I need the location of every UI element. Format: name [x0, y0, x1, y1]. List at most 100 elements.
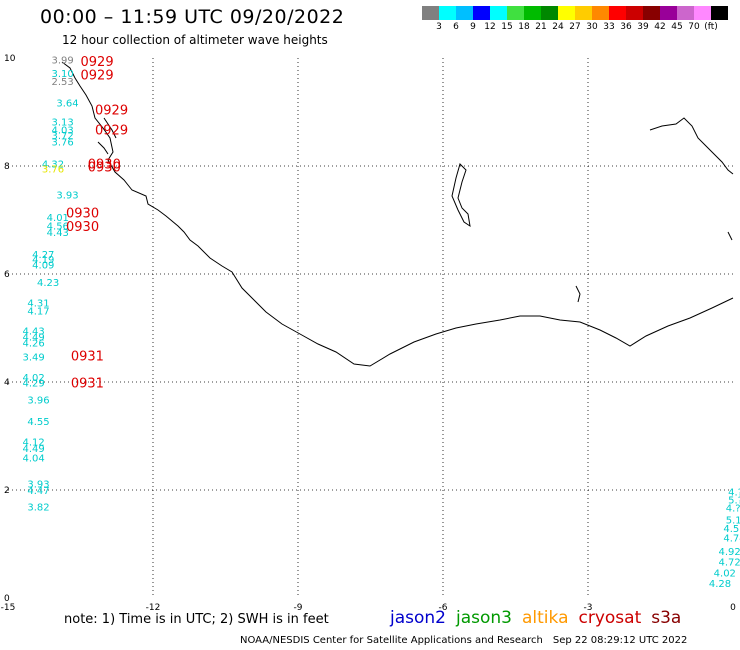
wave-height-label: 4.28 — [709, 579, 731, 590]
wave-height-label: 4.5 — [723, 524, 739, 535]
colorbar-swatch — [643, 6, 660, 20]
wave-height-label: 4.02 — [23, 373, 45, 384]
y-tick-label: 6 — [4, 270, 10, 280]
credit-org: NOAA/NESDIS Center for Satellite Applica… — [240, 635, 543, 646]
pass-time-label: 0931 — [71, 376, 104, 391]
note-text: note: 1) Time is in UTC; 2) SWH is in fe… — [64, 612, 329, 627]
colorbar-swatch — [507, 6, 524, 20]
wave-height-label: 3.99 — [52, 55, 74, 66]
colorbar-swatch — [456, 6, 473, 20]
satellite-legend-item: jason3 — [456, 608, 512, 628]
wave-height-label: 4.? — [726, 504, 740, 515]
colorbar-swatch — [626, 6, 643, 20]
colorbar-label: 30 — [586, 22, 598, 32]
wave-height-label: 3.93 — [27, 479, 49, 490]
x-tick-label: -9 — [294, 603, 303, 613]
colorbar-label: 70 — [688, 22, 700, 32]
wave-height-label: 4.12 — [23, 438, 45, 449]
pass-time-label: 0930 — [66, 220, 99, 235]
coastline — [61, 61, 734, 367]
pass-time-label: 0929 — [81, 69, 114, 84]
wave-height-label: 4.55 — [27, 417, 49, 428]
colorbar-label: 39 — [637, 22, 649, 32]
coastline-segment — [575, 285, 581, 303]
colorbar-label: 12 — [484, 22, 496, 32]
y-tick-label: 10 — [4, 54, 16, 64]
wave-height-label: 4.49 — [23, 444, 45, 455]
credit-timestamp: Sep 22 08:29:12 UTC 2022 — [552, 635, 688, 646]
page-subtitle: 12 hour collection of altimeter wave hei… — [62, 33, 328, 47]
colorbar-swatch — [677, 6, 694, 20]
satellite-legend-item: jason2 — [390, 608, 446, 628]
wave-height-label: 3.72 — [52, 131, 74, 142]
satellite-legend-item: cryosat — [578, 608, 642, 628]
x-tick-label: -12 — [146, 603, 161, 613]
coastline-segment — [451, 163, 471, 228]
colorbar-swatch — [558, 6, 575, 20]
wave-height-label: 4.02 — [714, 568, 736, 579]
wave-height-label: 5.1 — [726, 515, 740, 526]
wave-height-label: 4.03 — [52, 126, 74, 137]
x-tick-label: -3 — [584, 603, 593, 613]
wave-height-label: 4.27 — [32, 250, 54, 261]
wave-height-labels: 3.993.102.533.643.134.033.723.764.323.76… — [23, 55, 740, 590]
colorbar-swatch — [422, 6, 439, 20]
gridlines — [8, 58, 733, 598]
wave-height-label: 4.09 — [32, 261, 54, 272]
colorbar-swatch — [592, 6, 609, 20]
wave-height-label: 4.04 — [23, 453, 45, 464]
wave-height-label: 4.31 — [27, 298, 49, 309]
colorbar-label: 45 — [671, 22, 683, 32]
x-tick-label: -15 — [1, 603, 16, 613]
pass-time-label: 0930 — [66, 206, 99, 221]
colorbar-swatch — [473, 6, 490, 20]
colorbar-swatch — [575, 6, 592, 20]
pass-time-label: 0929 — [95, 124, 128, 139]
satellite-legend-item: s3a — [651, 608, 682, 628]
colorbar-label: 27 — [569, 22, 581, 32]
wave-height-label: 4.92 — [719, 547, 740, 558]
colorbar-label: (ft) — [704, 22, 718, 32]
wave-height-label: 3.13 — [52, 118, 74, 129]
colorbar-swatch — [490, 6, 507, 20]
page-title: 00:00 – 11:59 UTC 09/20/2022 — [40, 6, 345, 28]
wave-height-label: 4.? — [728, 487, 740, 498]
wave-height-label: 3.76 — [52, 137, 74, 148]
pass-time-label: 0930 — [88, 158, 121, 173]
colorbar-label: 21 — [535, 22, 547, 32]
colorbar-label: 15 — [501, 22, 513, 32]
wave-height-label: 4.29 — [23, 378, 45, 389]
pass-time-label: 0929 — [95, 104, 128, 119]
pass-time-label: 0931 — [71, 349, 104, 364]
coastline-segment — [727, 231, 733, 241]
colorbar-swatch — [541, 6, 558, 20]
wave-height-label: 3.93 — [56, 190, 78, 201]
coastline-segment — [649, 117, 734, 175]
y-tick-label: 4 — [4, 378, 10, 388]
pass-time-label: 0929 — [81, 55, 114, 70]
colorbar-swatch — [660, 6, 677, 20]
colorbar-swatch — [711, 6, 728, 20]
pass-time-label: 0930 — [88, 160, 121, 175]
y-tick-label: 2 — [4, 486, 10, 496]
y-tick-label: 8 — [4, 162, 10, 172]
wave-height-label: 3.76 — [42, 164, 64, 175]
wave-height-label: 3.49 — [23, 352, 45, 363]
wave-height-label: 4.23 — [37, 278, 59, 289]
wave-height-label: 4.43 — [47, 228, 69, 239]
wave-height-label: 4.19 — [32, 255, 54, 266]
y-tick-label: 0 — [4, 594, 10, 604]
coastline-segment — [61, 61, 734, 367]
colorbar-swatch — [609, 6, 626, 20]
colorbar-swatch — [524, 6, 541, 20]
colorbar-swatch — [439, 6, 456, 20]
colorbar-label: 42 — [654, 22, 666, 32]
colorbar-label: 3 — [436, 22, 442, 32]
credit-line: NOAA/NESDIS Center for Satellite Applica… — [240, 635, 687, 646]
x-tick-label: 0 — [730, 603, 736, 613]
x-tick-label: -6 — [439, 603, 448, 613]
colorbar-label: 18 — [518, 22, 530, 32]
colorbar-label: 33 — [603, 22, 615, 32]
